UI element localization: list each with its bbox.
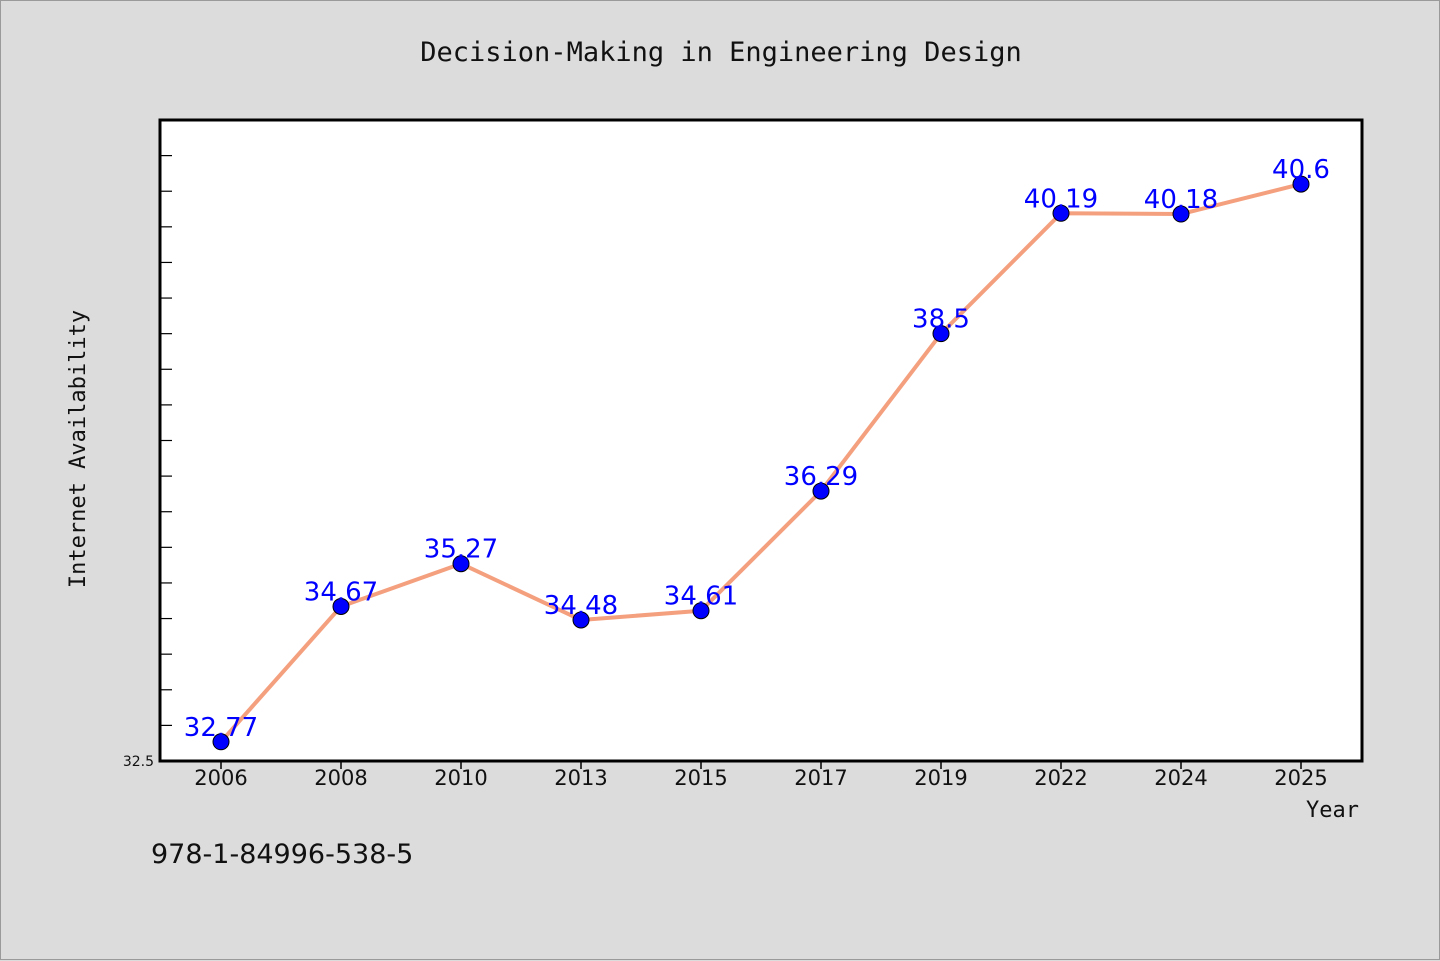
chart-title: Decision-Making in Engineering Design bbox=[420, 37, 1021, 68]
x-tick-label: 2022 bbox=[1034, 766, 1087, 790]
y-axis-ticks: 32.5 bbox=[123, 119, 172, 770]
y-axis-title: Internet Availability bbox=[66, 310, 91, 588]
data-label: 32.77 bbox=[184, 713, 258, 743]
x-axis-ticks: 2006 2008 2010 2013 2015 2017 2019 2022 2024 2025 bbox=[194, 761, 1328, 790]
data-label: 34.67 bbox=[304, 577, 378, 607]
x-tick-label: 2017 bbox=[794, 766, 847, 790]
plot-area bbox=[158, 118, 1364, 763]
data-point bbox=[332, 597, 350, 615]
data-point bbox=[1172, 205, 1190, 223]
isbn-text: 978-1-84996-538-5 bbox=[151, 839, 413, 870]
x-tick-label: 2025 bbox=[1274, 766, 1327, 790]
data-label: 40.18 bbox=[1144, 185, 1218, 215]
x-tick-label: 2010 bbox=[434, 766, 487, 790]
data-point bbox=[932, 325, 950, 343]
series-line bbox=[219, 182, 1302, 744]
x-tick-label: 2013 bbox=[554, 766, 607, 790]
data-point bbox=[812, 482, 830, 500]
y-tick-label: 32.5 bbox=[123, 754, 154, 770]
data-point bbox=[212, 733, 230, 751]
data-point bbox=[692, 602, 710, 620]
data-label: 35.27 bbox=[424, 535, 498, 565]
data-label: 34.61 bbox=[664, 582, 738, 612]
data-point bbox=[1292, 175, 1310, 193]
data-point bbox=[572, 611, 590, 629]
data-label: 40.6 bbox=[1272, 155, 1330, 185]
x-tick-label: 2024 bbox=[1154, 766, 1207, 790]
data-point bbox=[452, 555, 470, 573]
series-layer bbox=[212, 175, 1310, 751]
x-tick-label: 2015 bbox=[674, 766, 727, 790]
data-labels-layer: 32.77 34.67 35.27 34.48 34.61 36.29 38.5 40.19 4… bbox=[184, 155, 1330, 743]
x-tick-label: 2008 bbox=[314, 766, 367, 790]
data-label: 34.48 bbox=[544, 591, 618, 621]
x-tick-label: 2019 bbox=[914, 766, 967, 790]
data-label: 40.19 bbox=[1024, 184, 1098, 214]
data-label: 36.29 bbox=[784, 462, 858, 492]
x-tick-label: 2006 bbox=[194, 766, 247, 790]
data-label: 38.5 bbox=[912, 305, 970, 335]
x-axis-title: Year bbox=[1306, 798, 1359, 823]
data-point bbox=[1052, 204, 1070, 222]
